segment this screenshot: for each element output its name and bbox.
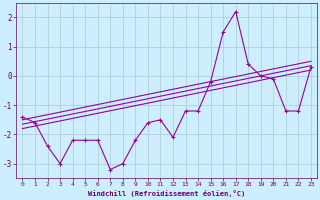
X-axis label: Windchill (Refroidissement éolien,°C): Windchill (Refroidissement éolien,°C): [88, 190, 245, 197]
